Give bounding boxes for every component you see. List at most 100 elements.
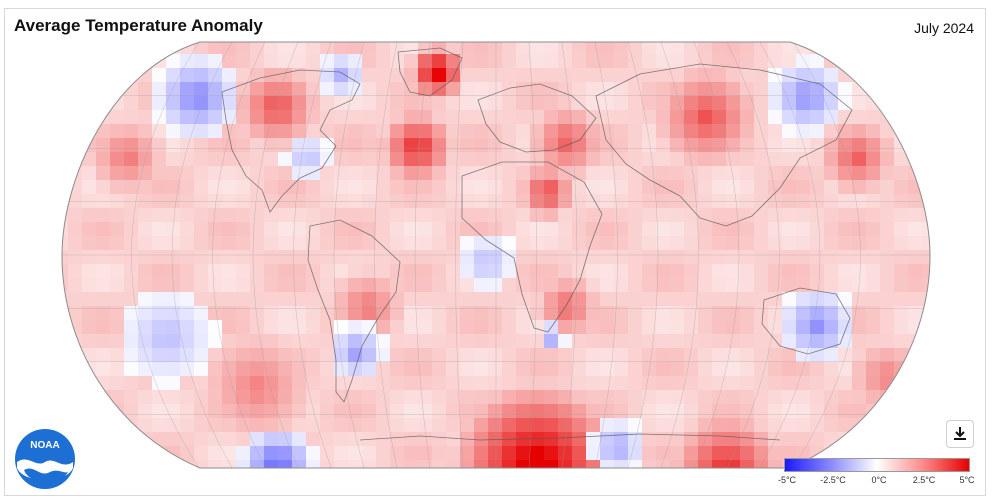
legend-tick-high: 2.5°C — [912, 475, 936, 485]
anomaly-cell — [698, 432, 712, 446]
anomaly-cell — [460, 152, 474, 166]
anomaly-cell — [544, 278, 558, 292]
anomaly-cell — [376, 390, 390, 404]
anomaly-cell — [544, 390, 558, 404]
download-button[interactable] — [946, 420, 974, 448]
anomaly-cell — [40, 180, 54, 194]
anomaly-cell — [236, 348, 250, 362]
anomaly-cell — [866, 334, 880, 348]
anomaly-cell — [740, 194, 754, 208]
anomaly-cell — [110, 390, 124, 404]
anomaly-cell — [936, 390, 950, 404]
anomaly-cell — [320, 432, 334, 446]
anomaly-cell — [628, 54, 642, 68]
anomaly-cell — [124, 306, 138, 320]
anomaly-cell — [460, 376, 474, 390]
anomaly-cell — [908, 96, 922, 110]
anomaly-cell — [530, 390, 544, 404]
anomaly-cell — [236, 264, 250, 278]
anomaly-cell — [460, 68, 474, 82]
graticule-meridian — [693, 42, 740, 468]
anomaly-cell — [278, 222, 292, 236]
anomaly-cell — [194, 222, 208, 236]
anomaly-cell — [740, 376, 754, 390]
anomaly-cell — [628, 138, 642, 152]
anomaly-cell — [712, 250, 726, 264]
anomaly-cell — [40, 110, 54, 124]
anomaly-cell — [558, 292, 572, 306]
anomaly-cell — [838, 306, 852, 320]
anomaly-cell — [838, 138, 852, 152]
anomaly-cell — [222, 362, 236, 376]
anomaly-cell — [796, 138, 810, 152]
anomaly-cell — [306, 376, 320, 390]
anomaly-cell — [166, 166, 180, 180]
anomaly-cell — [390, 348, 404, 362]
anomaly-cell — [572, 152, 586, 166]
anomaly-cell — [446, 390, 460, 404]
anomaly-cell — [838, 390, 852, 404]
anomaly-cell — [166, 376, 180, 390]
anomaly-cell — [894, 390, 908, 404]
anomaly-cell — [866, 208, 880, 222]
anomaly-cell — [866, 418, 880, 432]
anomaly-cell — [586, 348, 600, 362]
anomaly-cell — [348, 68, 362, 82]
anomaly-cell — [558, 54, 572, 68]
graticule-meridian — [726, 42, 780, 468]
anomaly-cell — [460, 166, 474, 180]
anomaly-cell — [376, 250, 390, 264]
anomaly-cell — [194, 82, 208, 96]
anomaly-cell — [278, 152, 292, 166]
anomaly-cell — [180, 194, 194, 208]
anomaly-cell — [62, 236, 68, 250]
anomaly-cell — [278, 446, 292, 460]
anomaly-cell — [922, 68, 930, 82]
anomaly-cell — [376, 404, 390, 418]
anomaly-cell — [264, 390, 278, 404]
anomaly-cell — [782, 138, 796, 152]
anomaly-cell — [642, 250, 656, 264]
anomaly-cell — [166, 138, 180, 152]
anomaly-cell — [250, 460, 264, 468]
anomaly-cell — [740, 124, 754, 138]
anomaly-cell — [362, 166, 376, 180]
anomaly-cell — [810, 250, 824, 264]
anomaly-cell — [474, 250, 488, 264]
anomaly-cell — [558, 138, 572, 152]
anomaly-cell — [838, 68, 852, 82]
anomaly-cell — [670, 320, 684, 334]
anomaly-cell — [292, 348, 306, 362]
anomaly-cell — [334, 194, 348, 208]
anomaly-cell — [488, 166, 502, 180]
anomaly-cell — [502, 404, 516, 418]
anomaly-cell — [152, 348, 166, 362]
anomaly-cell — [852, 222, 866, 236]
anomaly-cell — [320, 82, 334, 96]
anomaly-cell — [754, 250, 768, 264]
anomaly-cell — [698, 292, 712, 306]
anomaly-cell — [306, 418, 320, 432]
anomaly-cell — [642, 418, 656, 432]
anomaly-cell — [488, 306, 502, 320]
anomaly-cell — [908, 292, 922, 306]
anomaly-cell — [600, 460, 614, 468]
anomaly-cell — [166, 418, 180, 432]
anomaly-cell — [138, 180, 152, 194]
anomaly-cell — [138, 306, 152, 320]
anomaly-cell — [194, 152, 208, 166]
anomaly-cell — [670, 42, 684, 54]
anomaly-cell — [124, 432, 138, 446]
anomaly-cell — [348, 278, 362, 292]
anomaly-cell — [698, 180, 712, 194]
anomaly-cell — [880, 180, 894, 194]
anomaly-cell — [96, 264, 110, 278]
anomaly-cell — [698, 194, 712, 208]
anomaly-cell — [250, 446, 264, 460]
anomaly-cell — [110, 334, 124, 348]
anomaly-cell — [96, 166, 110, 180]
anomaly-cell — [670, 418, 684, 432]
anomaly-cell — [194, 180, 208, 194]
anomaly-cell — [278, 404, 292, 418]
